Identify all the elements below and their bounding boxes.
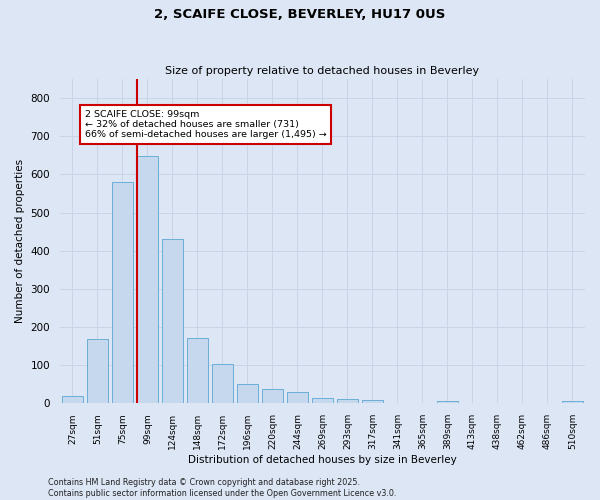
Bar xyxy=(112,182,133,404)
Bar xyxy=(187,338,208,404)
Bar xyxy=(62,396,83,404)
Bar xyxy=(312,398,333,404)
X-axis label: Distribution of detached houses by size in Beverley: Distribution of detached houses by size … xyxy=(188,455,457,465)
Text: Contains HM Land Registry data © Crown copyright and database right 2025.
Contai: Contains HM Land Registry data © Crown c… xyxy=(48,478,397,498)
Bar xyxy=(137,156,158,404)
Bar xyxy=(87,340,108,404)
Text: 2 SCAIFE CLOSE: 99sqm
← 32% of detached houses are smaller (731)
66% of semi-det: 2 SCAIFE CLOSE: 99sqm ← 32% of detached … xyxy=(85,110,326,140)
Y-axis label: Number of detached properties: Number of detached properties xyxy=(15,159,25,324)
Bar xyxy=(212,364,233,404)
Bar xyxy=(162,240,183,404)
Title: Size of property relative to detached houses in Beverley: Size of property relative to detached ho… xyxy=(166,66,479,76)
Text: 2, SCAIFE CLOSE, BEVERLEY, HU17 0US: 2, SCAIFE CLOSE, BEVERLEY, HU17 0US xyxy=(154,8,446,20)
Bar xyxy=(237,384,258,404)
Bar xyxy=(262,389,283,404)
Bar xyxy=(437,400,458,404)
Bar xyxy=(287,392,308,404)
Bar xyxy=(562,401,583,404)
Bar xyxy=(362,400,383,404)
Bar xyxy=(337,399,358,404)
